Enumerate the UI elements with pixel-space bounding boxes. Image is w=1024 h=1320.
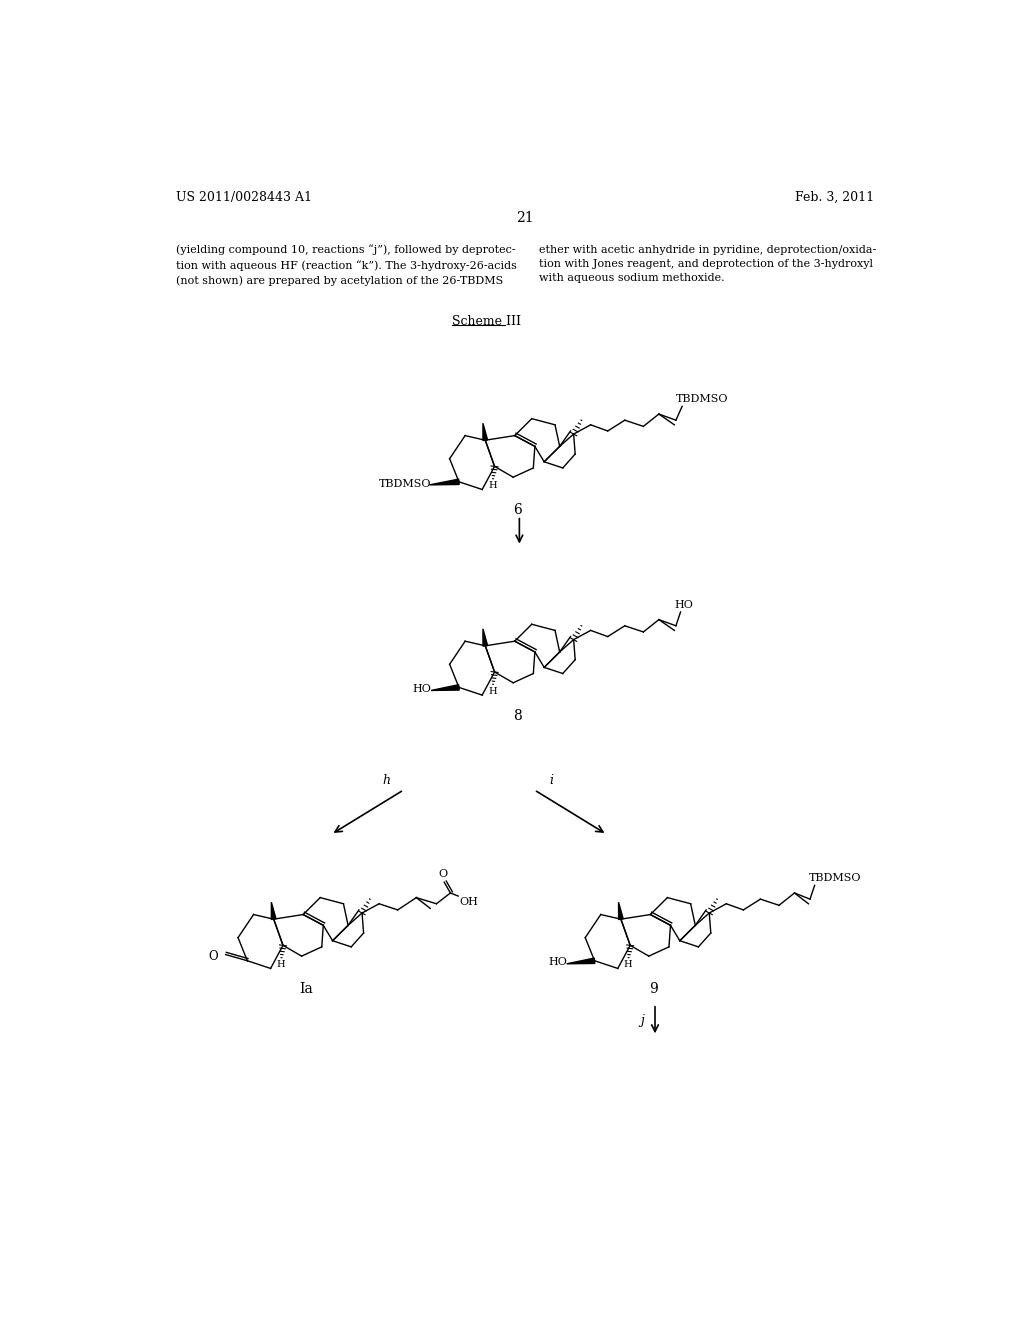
Text: TBDMSO: TBDMSO [676, 395, 728, 404]
Text: HO: HO [413, 684, 431, 694]
Text: H: H [276, 960, 285, 969]
Text: ether with acetic anhydride in pyridine, deprotection/oxida-
tion with Jones rea: ether with acetic anhydride in pyridine,… [539, 244, 876, 284]
Text: 8: 8 [513, 709, 522, 723]
Polygon shape [483, 424, 487, 441]
Polygon shape [271, 903, 276, 920]
Text: TBDMSO: TBDMSO [379, 479, 431, 490]
Text: HO: HO [548, 957, 567, 968]
Text: TBDMSO: TBDMSO [809, 873, 861, 883]
Text: O: O [438, 869, 447, 879]
Text: HO: HO [675, 599, 693, 610]
Polygon shape [618, 903, 624, 920]
Text: Feb. 3, 2011: Feb. 3, 2011 [796, 190, 874, 203]
Text: 21: 21 [516, 211, 534, 224]
Text: H: H [624, 960, 632, 969]
Text: i: i [549, 774, 553, 787]
Text: 6: 6 [513, 503, 522, 517]
Text: h: h [383, 774, 391, 787]
Polygon shape [431, 685, 459, 690]
Text: Scheme III: Scheme III [452, 315, 521, 329]
Text: H: H [488, 686, 497, 696]
Text: 9: 9 [649, 982, 657, 997]
Polygon shape [483, 628, 487, 645]
Text: O: O [208, 949, 218, 962]
Text: US 2011/0028443 A1: US 2011/0028443 A1 [176, 190, 312, 203]
Polygon shape [429, 479, 459, 484]
Polygon shape [566, 958, 595, 964]
Text: H: H [488, 480, 497, 490]
Text: OH: OH [459, 896, 478, 907]
Text: Ia: Ia [299, 982, 313, 997]
Text: j: j [640, 1014, 644, 1027]
Text: (yielding compound 10, reactions “j”), followed by deprotec-
tion with aqueous H: (yielding compound 10, reactions “j”), f… [176, 244, 517, 286]
